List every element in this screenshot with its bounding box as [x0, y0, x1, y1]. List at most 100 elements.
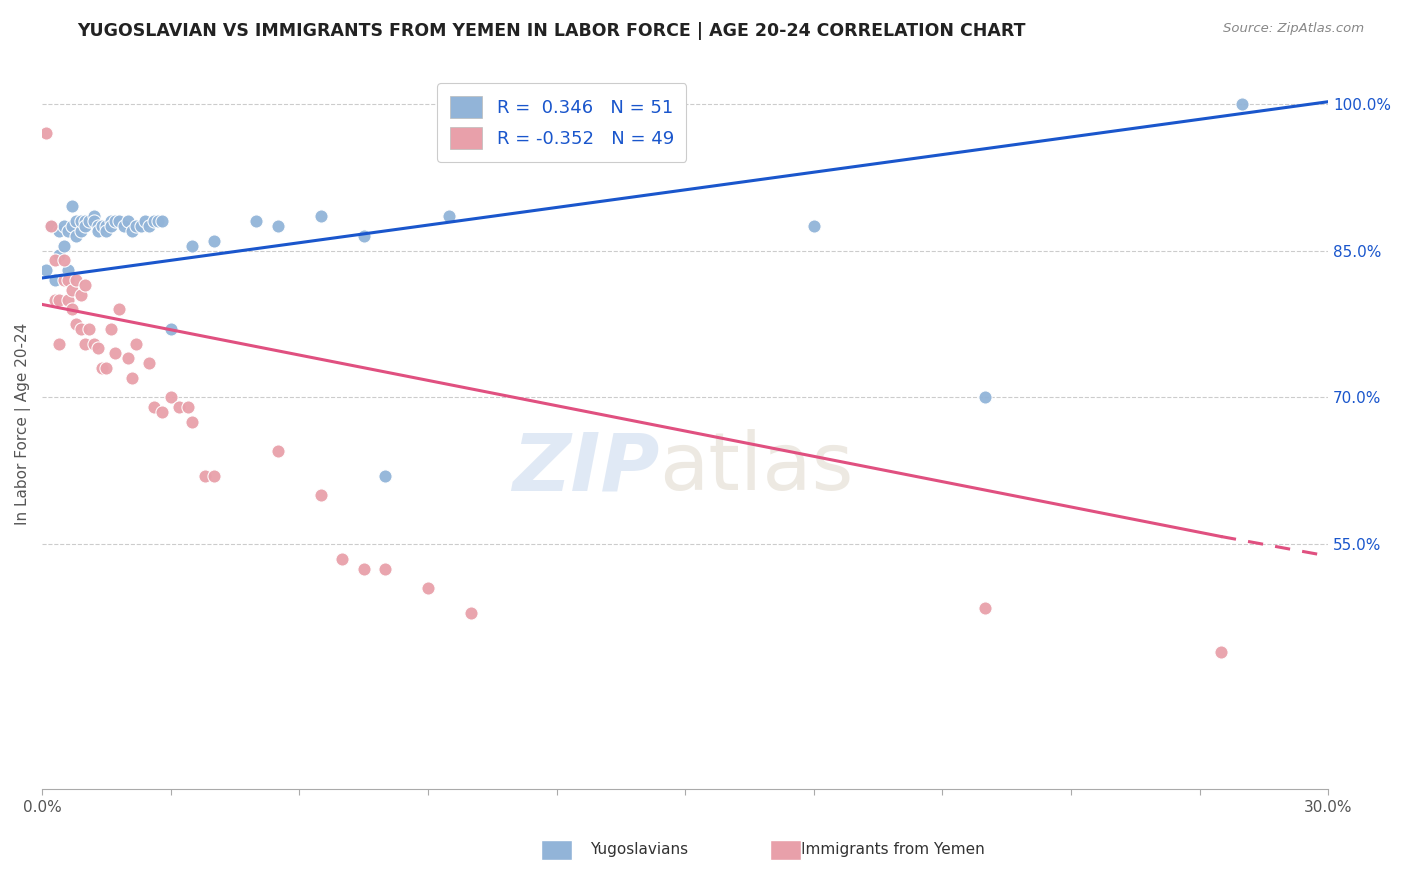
Point [48, 336, 70, 351]
Point [142, 214, 165, 228]
Point [48, 224, 70, 238]
Point [91, 219, 114, 233]
Point [65, 214, 87, 228]
Point [73, 336, 96, 351]
Point [87, 224, 110, 238]
Point [44, 293, 66, 307]
Point [974, 391, 997, 405]
Point [69, 287, 91, 301]
Point [112, 219, 135, 233]
Point [52, 219, 75, 233]
Point [142, 401, 165, 415]
Point [134, 214, 156, 228]
Text: YUGOSLAVIAN VS IMMIGRANTS FROM YEMEN IN LABOR FORCE | AGE 20-24 CORRELATION CHAR: YUGOSLAVIAN VS IMMIGRANTS FROM YEMEN IN … [77, 22, 1026, 40]
Point [73, 277, 96, 292]
Point [121, 371, 143, 385]
Point [194, 468, 217, 483]
Point [96, 224, 118, 238]
Point [100, 214, 122, 228]
Text: Source: ZipAtlas.com: Source: ZipAtlas.com [1223, 22, 1364, 36]
Point [125, 219, 148, 233]
Point [146, 214, 169, 228]
Point [159, 322, 181, 336]
Legend: R =  0.346   N = 51, R = -0.352   N = 49: R = 0.346 N = 51, R = -0.352 N = 49 [437, 83, 686, 161]
Point [104, 214, 127, 228]
Point [35, 126, 58, 140]
Point [374, 468, 396, 483]
Point [87, 219, 110, 233]
Point [108, 214, 131, 228]
Point [52, 238, 75, 252]
Point [48, 293, 70, 307]
Point [169, 401, 191, 415]
Point [96, 219, 118, 233]
Point [100, 322, 122, 336]
Point [181, 415, 204, 429]
Point [439, 209, 461, 223]
Point [117, 214, 139, 228]
Point [83, 214, 105, 228]
Point [330, 552, 353, 566]
Point [202, 234, 225, 248]
Point [177, 401, 200, 415]
Point [35, 263, 58, 277]
Point [129, 219, 152, 233]
Point [44, 253, 66, 268]
Point [245, 214, 267, 228]
Point [56, 224, 79, 238]
Point [460, 606, 482, 620]
Point [974, 601, 997, 615]
Text: Immigrants from Yemen: Immigrants from Yemen [801, 842, 986, 856]
Point [202, 468, 225, 483]
Point [138, 356, 160, 370]
Point [87, 342, 110, 356]
Point [65, 317, 87, 331]
Point [39, 219, 62, 233]
Point [60, 283, 83, 297]
Text: atlas: atlas [659, 429, 853, 508]
Text: Yugoslavians: Yugoslavians [591, 842, 689, 856]
Point [104, 346, 127, 360]
Point [181, 238, 204, 252]
Point [65, 228, 87, 243]
Point [77, 214, 100, 228]
Point [39, 219, 62, 233]
Point [150, 405, 173, 419]
Point [83, 209, 105, 223]
Point [56, 273, 79, 287]
Point [108, 302, 131, 317]
Point [1209, 645, 1232, 659]
Point [69, 224, 91, 238]
Point [48, 248, 70, 262]
Point [309, 488, 332, 502]
Point [267, 444, 290, 458]
Point [150, 214, 173, 228]
Point [117, 351, 139, 366]
Point [44, 273, 66, 287]
Point [65, 273, 87, 287]
Point [1232, 96, 1254, 111]
Point [73, 219, 96, 233]
Point [77, 322, 100, 336]
Point [60, 199, 83, 213]
Y-axis label: In Labor Force | Age 20-24: In Labor Force | Age 20-24 [15, 323, 31, 525]
Text: ZIP: ZIP [512, 429, 659, 508]
Point [159, 391, 181, 405]
Point [83, 336, 105, 351]
Point [353, 562, 375, 576]
Point [73, 214, 96, 228]
Point [60, 302, 83, 317]
Point [374, 562, 396, 576]
Point [52, 273, 75, 287]
Point [69, 214, 91, 228]
Point [138, 219, 160, 233]
Point [416, 582, 439, 596]
Point [267, 219, 290, 233]
Point [100, 219, 122, 233]
Point [309, 209, 332, 223]
Point [121, 224, 143, 238]
Point [56, 293, 79, 307]
Point [125, 336, 148, 351]
Point [96, 361, 118, 376]
Point [56, 263, 79, 277]
